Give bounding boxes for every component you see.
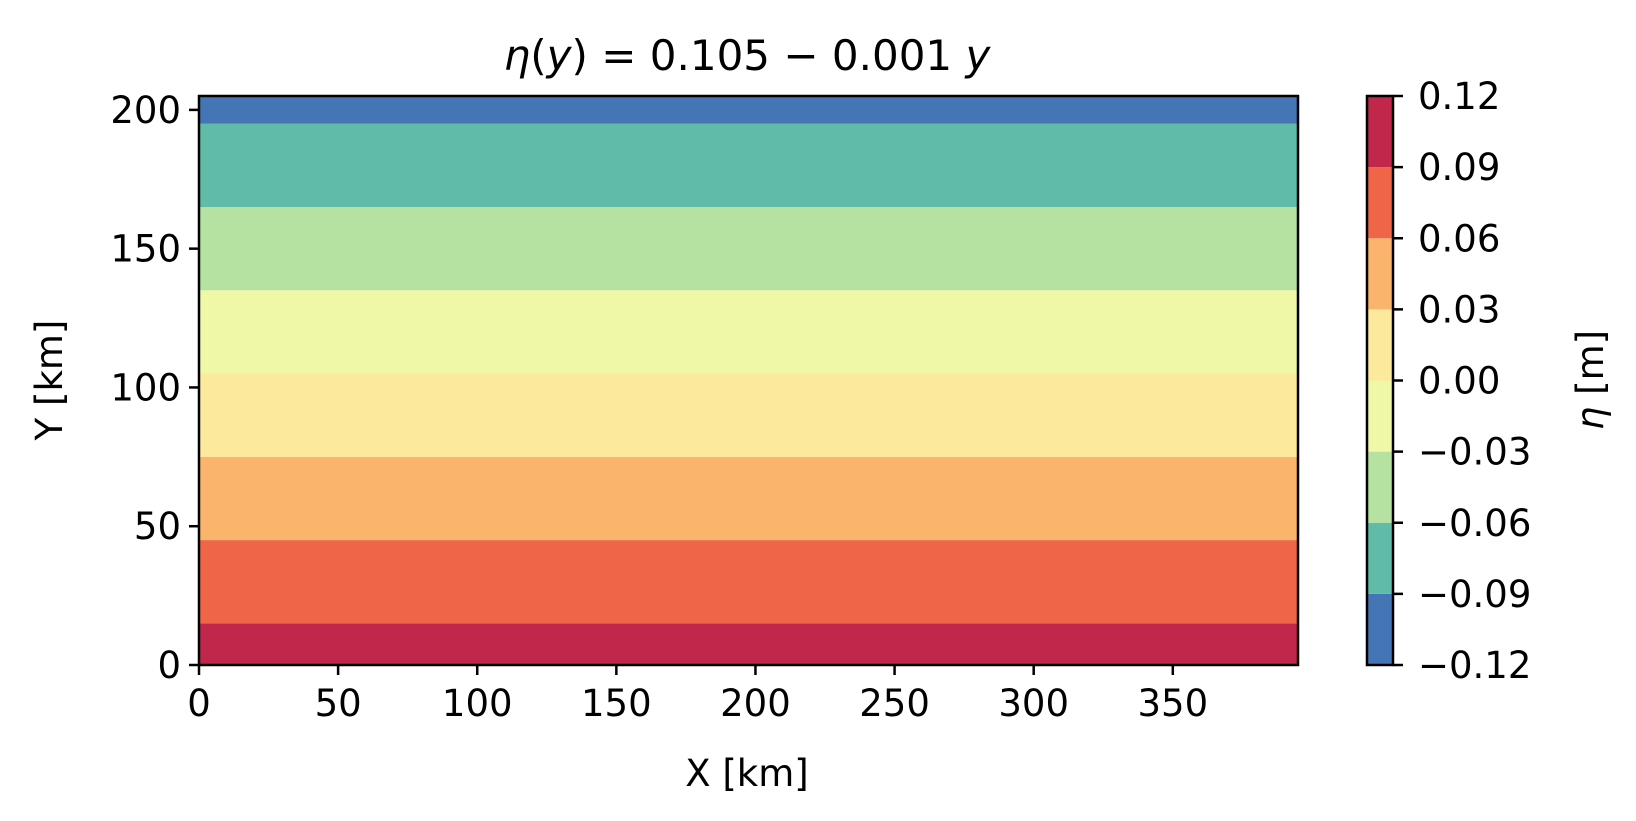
x-tick-label: 250	[859, 682, 930, 725]
x-tick-label: 300	[998, 682, 1069, 725]
colorbar-tick-label: 0.03	[1418, 288, 1500, 331]
x-tick-label: 200	[720, 682, 791, 725]
x-axis-label: X [km]	[685, 752, 808, 795]
x-tick-label: 0	[187, 682, 211, 725]
colorbar-tick-label: 0.09	[1418, 146, 1500, 189]
title-y: y	[545, 31, 573, 80]
colorbar-tick-label: −0.06	[1418, 502, 1531, 545]
colorbar-segment-2	[1367, 451, 1393, 523]
colorbar-segment-1	[1367, 522, 1393, 594]
colorbar-segment-7	[1367, 96, 1393, 168]
colorbar-tick-label: 0.06	[1418, 217, 1500, 260]
colorbar-segment-6	[1367, 167, 1393, 239]
x-tick-label: 100	[442, 682, 513, 725]
x-tick-label: 350	[1137, 682, 1208, 725]
contour-bands	[199, 96, 1298, 665]
colorbar-segment-3	[1367, 380, 1393, 452]
colorbar-tick-label: 0.12	[1418, 75, 1500, 118]
colorbar-segment-5	[1367, 238, 1393, 310]
plot-frame	[197, 94, 1300, 667]
y-tick-label: 50	[134, 505, 181, 548]
contour-band-3	[199, 373, 1298, 457]
colorbar-label-eta: η	[1569, 407, 1612, 430]
title-y2: y	[964, 31, 992, 80]
contour-band-1	[199, 540, 1298, 624]
colorbar-tick-label: 0.00	[1418, 360, 1500, 403]
colorbar-tick-label: −0.09	[1418, 573, 1531, 616]
y-tick-label: 200	[110, 89, 181, 132]
y-axis-label: Y [km]	[28, 320, 71, 442]
colorbar-tick-label: −0.03	[1418, 431, 1531, 474]
contour-band-4	[199, 290, 1298, 374]
contour-band-5	[199, 207, 1298, 291]
x-axis-ticks: 0 50 100 150 200 250 300 350	[187, 665, 1208, 725]
contour-band-7	[199, 96, 1298, 124]
x-tick-label: 150	[581, 682, 652, 725]
colorbar	[1367, 96, 1393, 665]
colorbar-label: η [m]	[1569, 330, 1612, 430]
y-tick-label: 0	[157, 644, 181, 687]
x-tick-label: 50	[315, 682, 362, 725]
title-mid: ) = 0.105 − 0.001	[572, 31, 966, 80]
colorbar-tick-label: −0.12	[1418, 644, 1531, 687]
contour-band-0	[199, 623, 1298, 665]
y-tick-label: 150	[110, 228, 181, 271]
title-lparen: (	[530, 31, 546, 80]
title-eta: η	[504, 31, 531, 80]
colorbar-segment-0	[1367, 593, 1393, 665]
colorbar-ticks: −0.12 −0.09 −0.06 −0.03 0.00 0.03 0.06 0.09 0.12	[1393, 75, 1531, 687]
y-axis-ticks: 0 50 100 150 200	[110, 89, 199, 687]
contour-band-6	[199, 123, 1298, 208]
y-tick-label: 100	[110, 366, 181, 409]
contour-band-2	[199, 456, 1298, 541]
colorbar-label-unit: [m]	[1569, 330, 1612, 407]
chart-title: η(y) = 0.105 − 0.001 y	[504, 31, 992, 80]
colorbar-segment-4	[1367, 309, 1393, 381]
